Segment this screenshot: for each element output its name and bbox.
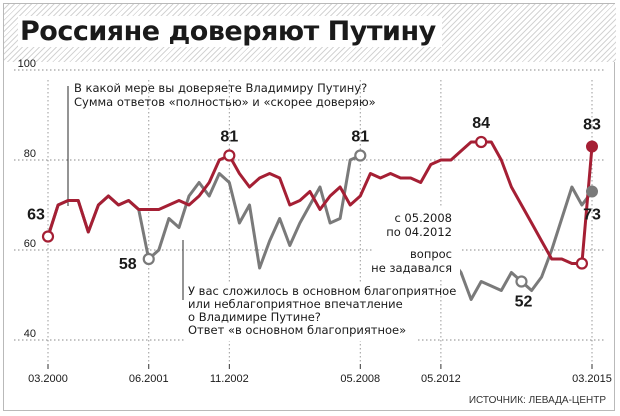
gap-note-line-1: с 05.2008: [394, 211, 452, 225]
legend-gray-question-1: У вас сложилось в основном благоприятное: [188, 284, 456, 298]
series-line-favorable_after: [439, 185, 594, 301]
x-tick-label-5: 03.2015: [572, 373, 612, 385]
value-label-trust-54: 83: [583, 117, 601, 134]
value-label-trust-43: 84: [472, 115, 490, 132]
marker-favorable-47: [515, 275, 528, 288]
x-tick-label-1: 06.2001: [129, 373, 169, 385]
value-label-favorable-31: 81: [351, 129, 369, 146]
y-axis: 40 60 80 100: [18, 58, 36, 340]
chart-title: Россияне доверяют Путину: [18, 16, 442, 47]
marker-trust-53: [575, 257, 589, 270]
legend-gray-question-2: или неблагоприятное впечатление: [188, 297, 403, 311]
gap-note-line-3: вопрос: [410, 247, 452, 261]
marker-favorable-31: [354, 149, 367, 162]
legend-gray-answer: Ответ «в основном благоприятное»: [188, 323, 406, 337]
marker-trust-0: [41, 230, 55, 243]
x-tick-label-3: 05.2008: [340, 373, 380, 385]
y-tick-label-40: 40: [24, 328, 36, 340]
legend-gray-bg: [184, 283, 417, 341]
series-markers: [41, 135, 598, 288]
legend-leaders: [67, 86, 184, 300]
y-tick-label-80: 80: [24, 148, 36, 160]
marker-favorable-end: [586, 185, 598, 198]
legend-red-answer: Сумма ответов «полностью» и «скорее дове…: [74, 95, 376, 109]
value-label-trust-0: 63: [27, 207, 45, 224]
chart-frame: Россияне доверяют Путину: [3, 3, 616, 411]
marker-trust-18: [223, 149, 236, 162]
marker-trust-end: [586, 140, 598, 153]
legend-red-question: В какой мере вы доверяете Владимиру Пути…: [74, 81, 367, 95]
value-label-favorable_after-47: 52: [515, 294, 533, 311]
legend-red: В какой мере вы доверяете Владимиру Пути…: [74, 81, 376, 109]
y-tick-label-100: 100: [18, 58, 36, 70]
value-label-favorable-10: 58: [119, 256, 137, 273]
source-note: ИСТОЧНИК: ЛЕВАДА-ЦЕНТР: [469, 395, 606, 406]
value-labels: 63 81 84 83 58 81 52 73: [27, 115, 601, 311]
series-lines: [46, 140, 594, 301]
value-label-favorable_after-54: 73: [583, 207, 601, 224]
gap-note-bg: [372, 208, 460, 278]
marker-favorable-10: [142, 252, 155, 266]
gap-note: с 05.2008 по 04.2012 вопрос не задавался: [371, 208, 460, 278]
gap-note-line-4: не задавался: [371, 261, 452, 275]
series-line-trust: [46, 140, 594, 265]
gap-note-line-2: по 04.2012: [386, 225, 452, 239]
legend-gray: У вас сложилось в основном благоприятное…: [184, 283, 456, 341]
x-tick-label-2: 11.2002: [210, 373, 249, 385]
value-label-trust-18: 81: [220, 129, 238, 146]
y-tick-label-60: 60: [24, 238, 36, 250]
x-tick-label-4: 05.2012: [421, 373, 461, 385]
marker-trust-43: [475, 135, 488, 149]
x-tick-label-0: 03.2000: [28, 373, 68, 385]
legend-gray-question-3: о Владимире Путине?: [188, 310, 321, 324]
x-axis: 03.2000 06.2001 11.2002 05.2008 05.2012 03.20…: [28, 364, 612, 385]
